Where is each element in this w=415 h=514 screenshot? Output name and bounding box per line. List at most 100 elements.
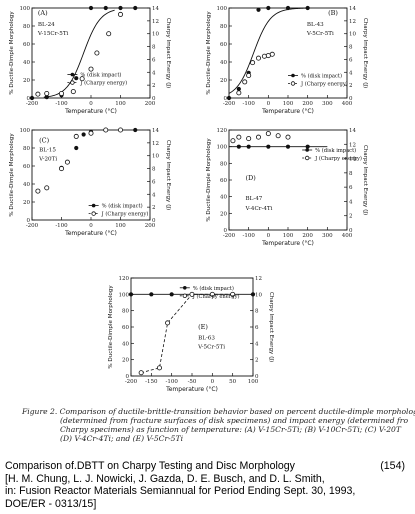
alloy-label: V-15Cr-5Ti <box>37 31 69 37</box>
disk-impact-point <box>133 5 138 11</box>
y2-tick-label: 2 <box>255 358 259 364</box>
disk-impact-point <box>29 95 35 101</box>
y2-tick-label: 4 <box>152 70 156 76</box>
y2-tick-label: 4 <box>255 341 259 347</box>
legend-label: J (Charpy energy) <box>192 293 240 300</box>
disk-impact-point <box>133 127 138 133</box>
x-tick-label: 400 <box>342 233 353 239</box>
disk-impact-point <box>305 5 310 11</box>
charpy-energy-point <box>44 91 50 97</box>
y-tick-label: 80 <box>122 309 129 315</box>
legend-label: J (Charpy energy) <box>101 211 149 218</box>
disk-impact-point <box>103 5 108 11</box>
y2-tick-label: 2 <box>152 83 156 89</box>
x-tick-label: 100 <box>115 223 126 229</box>
y2-tick-label: 8 <box>349 171 353 177</box>
legend-label: % (disk impact) <box>193 285 234 292</box>
y2-tick-label: 12 <box>349 19 356 25</box>
specimen-label: BL-63 <box>198 336 215 342</box>
disk-impact-point <box>236 144 241 149</box>
charpy-energy-point <box>261 53 267 59</box>
y-tick-label: 40 <box>220 195 227 201</box>
y2-tick-label: 4 <box>152 192 156 198</box>
y2-tick-label: 12 <box>152 141 159 147</box>
charpy-energy-point <box>106 31 112 37</box>
slide-citation: Comparison of.DBTT on Charpy Testing and… <box>5 460 409 510</box>
legend-marker-filled <box>70 72 75 77</box>
charpy-energy-point <box>236 90 242 96</box>
charpy-energy-point <box>44 185 50 191</box>
charpy-energy-point <box>103 127 109 133</box>
y-tick-label: 120 <box>119 276 130 282</box>
charpy-energy-point <box>265 131 271 137</box>
x-tick-label: 0 <box>89 223 93 229</box>
charpy-energy-point <box>79 76 85 82</box>
y-tick-label: 40 <box>23 60 30 66</box>
specimen-label: BL-15 <box>39 148 56 154</box>
charpy-energy-point <box>70 89 76 95</box>
specimen-label: BL-43 <box>307 22 324 28</box>
legend-label: J (Charpy energy) <box>314 155 362 162</box>
y-tick-label: 120 <box>217 128 228 134</box>
y2-tick-label: 8 <box>255 309 259 315</box>
charpy-energy-point <box>35 91 41 97</box>
disk-impact-point <box>118 5 123 11</box>
specimen-label: BL-24 <box>38 22 55 28</box>
y-tick-label: 100 <box>20 6 31 12</box>
citation-report: DOE/ER - 0313/15] <box>5 497 97 510</box>
legend-marker-open <box>290 81 296 86</box>
charpy-energy-point <box>242 79 248 85</box>
alloy-label: V-20Ti <box>38 157 57 163</box>
x-tick-label: -200 <box>223 101 236 107</box>
charpy-energy-point <box>118 127 124 133</box>
y2-tick-label: 4 <box>349 70 353 76</box>
y2-axis-label: Charpy Impact Energy (J) <box>362 18 368 88</box>
y-tick-label: 40 <box>220 60 227 66</box>
y2-tick-label: 10 <box>152 32 159 38</box>
panel-label: (C) <box>39 137 50 145</box>
x-tick-label: 300 <box>322 233 333 239</box>
charpy-energy-point <box>156 365 162 371</box>
charpy-energy-point <box>269 51 275 57</box>
disk-impact-point <box>149 292 154 297</box>
legend-marker-open <box>182 293 187 298</box>
charpy-energy-point <box>209 291 215 297</box>
y2-axis-label: Charpy Impact Energy (J) <box>362 145 368 215</box>
charpy-fit-curve <box>141 293 233 374</box>
y-tick-label: 20 <box>220 78 227 84</box>
y-axis-label: % Ductile-Dimple Morphology <box>206 138 212 222</box>
y-tick-label: 80 <box>23 24 30 30</box>
disk-impact-point <box>250 292 256 297</box>
y2-tick-label: 8 <box>349 45 353 51</box>
chart-panel-d: -200 -100 0 100 200 300 4000204060801001200246… <box>206 128 368 247</box>
y2-tick-label: 10 <box>255 292 262 298</box>
charpy-energy-point <box>118 11 124 17</box>
y2-tick-label: 2 <box>349 214 353 220</box>
y-tick-label: 20 <box>23 200 30 206</box>
disk-impact-point <box>226 95 232 101</box>
legend-marker-open <box>70 80 75 85</box>
caption-line-1: Figure 2. Comparison of ductile-brittle-… <box>21 407 415 416</box>
disk-fit-curve <box>43 9 115 98</box>
y-tick-label: 60 <box>220 42 227 48</box>
x-tick-label: -100 <box>55 223 68 229</box>
y2-tick-label: 0 <box>152 218 156 224</box>
y2-tick-label: 10 <box>349 157 356 163</box>
charpy-energy-point <box>250 60 256 66</box>
y2-tick-label: 12 <box>152 19 159 25</box>
charpy-energy-point <box>285 134 291 140</box>
y-tick-label: 0 <box>224 228 228 234</box>
y2-tick-label: 12 <box>255 276 262 282</box>
x-axis-label: Temperature (°C) <box>64 230 117 237</box>
x-tick-label: 100 <box>248 379 259 385</box>
legend-marker-open <box>91 211 96 216</box>
charpy-energy-point <box>88 66 94 72</box>
citation-source: in: Fusion Reactor Materials Semiannual … <box>5 485 356 498</box>
y2-tick-label: 6 <box>349 57 353 63</box>
charpy-energy-point <box>255 134 261 140</box>
legend-marker-open <box>304 155 310 161</box>
x-tick-label: -100 <box>242 101 255 107</box>
x-tick-label: -200 <box>125 379 138 385</box>
charpy-energy-point <box>236 134 242 140</box>
